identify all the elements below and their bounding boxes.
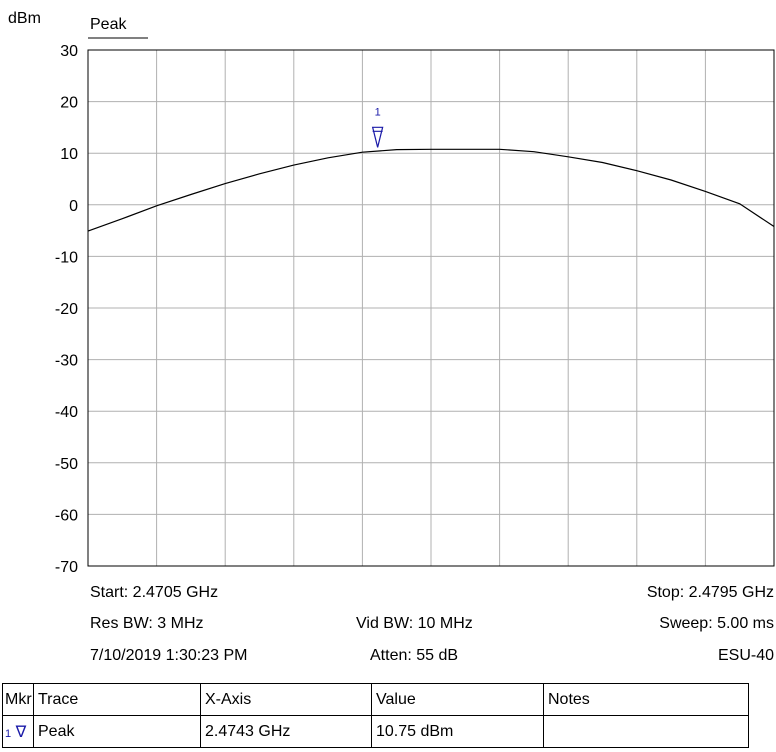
row-trace: Peak	[34, 716, 201, 748]
header-notes: Notes	[544, 684, 749, 716]
marker-number: 1	[375, 106, 381, 118]
y-tick-label: 0	[69, 198, 78, 215]
y-tick-label: -70	[55, 559, 78, 576]
grid	[88, 50, 774, 566]
y-tick-label: -40	[55, 404, 78, 421]
spectrum-plot: dBm Peak 30 20 10 0 -10 -20 -30 -40 -50 -60 -70 1	[0, 0, 776, 680]
marker-table-header: Mkr Trace X-Axis Value Notes	[3, 684, 749, 716]
stop-freq: Stop: 2.4795 GHz	[647, 584, 774, 602]
header-trace: Trace	[34, 684, 201, 716]
instrument-model: ESU-40	[718, 647, 774, 665]
row-x-axis: 2.4743 GHz	[201, 716, 372, 748]
y-tick-label: 20	[60, 95, 78, 112]
y-tick-label: -10	[55, 249, 78, 266]
sweep-time: Sweep: 5.00 ms	[659, 615, 774, 633]
y-tick-label: -60	[55, 507, 78, 524]
row-mkr-cell: 1 ∇	[3, 716, 34, 748]
row-marker-number: 1	[5, 728, 11, 740]
y-tick-label: 10	[60, 146, 78, 163]
row-value: 10.75 dBm	[372, 716, 544, 748]
y-tick-labels: 30 20 10 0 -10 -20 -30 -40 -50 -60 -70	[55, 43, 78, 576]
attenuation: Atten: 55 dB	[370, 647, 458, 665]
y-tick-label: -50	[55, 456, 78, 473]
marker-triangle-icon: ∇	[16, 724, 27, 741]
start-freq: Start: 2.4705 GHz	[90, 584, 218, 602]
header-mkr: Mkr	[3, 684, 34, 716]
res-bw: Res BW: 3 MHz	[90, 615, 204, 633]
marker-table: Mkr Trace X-Axis Value Notes 1 ∇ Peak 2.…	[2, 683, 749, 748]
y-unit-label: dBm	[8, 10, 41, 27]
header-value: Value	[372, 684, 544, 716]
table-row[interactable]: 1 ∇ Peak 2.4743 GHz 10.75 dBm	[3, 716, 749, 748]
timestamp: 7/10/2019 1:30:23 PM	[90, 647, 247, 665]
header-x-axis: X-Axis	[201, 684, 372, 716]
trace-name-label: Peak	[90, 16, 127, 33]
marker-triangle-icon[interactable]	[373, 127, 383, 147]
y-tick-label: -30	[55, 353, 78, 370]
row-notes	[544, 716, 749, 748]
y-tick-label: -20	[55, 301, 78, 318]
vid-bw: Vid BW: 10 MHz	[356, 615, 473, 633]
marker-1[interactable]: 1	[373, 106, 383, 147]
y-tick-label: 30	[60, 43, 78, 60]
